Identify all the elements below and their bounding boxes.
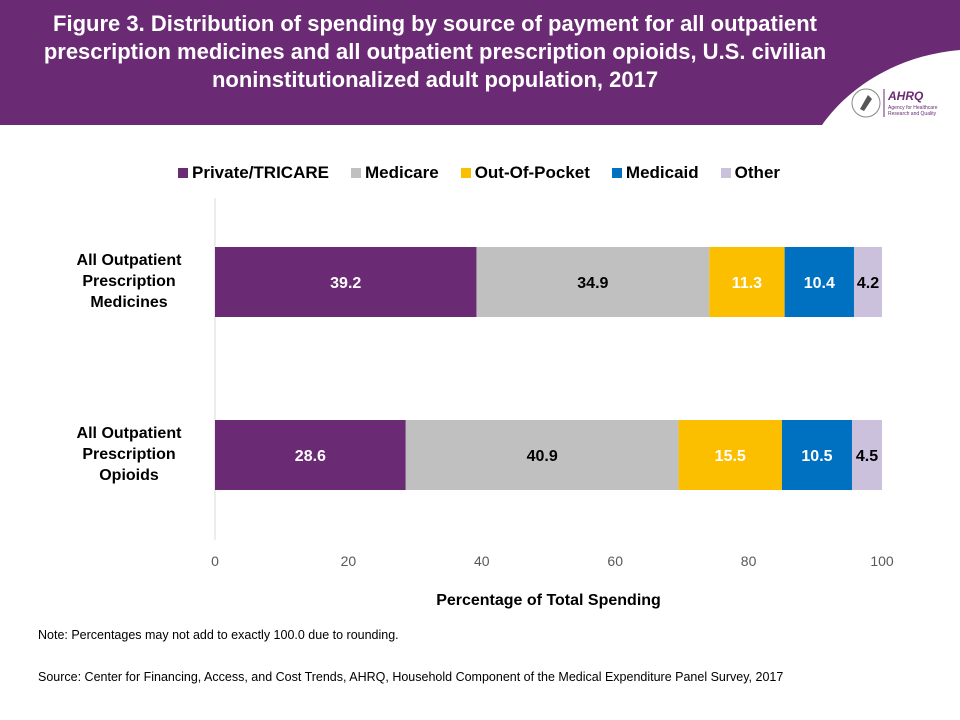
data-label: 11.3 xyxy=(732,275,762,292)
legend-item: Out-Of-Pocket xyxy=(460,163,590,183)
footnote: Note: Percentages may not add to exactly… xyxy=(38,628,399,642)
legend-label: Medicare xyxy=(364,163,439,182)
category-label-line: All Outpatient xyxy=(76,252,182,269)
bar-segment xyxy=(709,247,785,317)
category-label: All Outpatient Prescription Medicines xyxy=(64,250,194,313)
bar-segment xyxy=(678,420,782,490)
category-label-line: All Outpatient xyxy=(76,425,182,442)
data-label: 39.2 xyxy=(330,275,361,292)
page-title: Figure 3. Distribution of spending by so… xyxy=(43,11,827,92)
legend-label: Out-Of-Pocket xyxy=(474,163,590,182)
legend-label: Medicaid xyxy=(625,163,699,182)
x-axis-label: Percentage of Total Spending xyxy=(436,592,661,609)
category-label-line: Opioids xyxy=(99,467,159,484)
bar-segment xyxy=(405,420,679,490)
legend-item: Private/TRICARE xyxy=(178,163,329,183)
bar-segment xyxy=(781,420,852,490)
header-banner xyxy=(0,0,960,125)
category-label: All Outpatient Prescription Opioids xyxy=(64,423,194,486)
x-tick-label: 0 xyxy=(211,553,219,569)
legend-swatch xyxy=(178,168,188,178)
bar-segment xyxy=(476,247,710,317)
x-tick-label: 40 xyxy=(474,553,490,569)
legend-swatch xyxy=(720,168,731,178)
data-label: 15.5 xyxy=(715,448,746,465)
data-label: 10.4 xyxy=(804,275,835,292)
legend-item: Other xyxy=(720,163,781,183)
ahrq-logo: AHRQ Agency for Healthcare Research and … xyxy=(851,88,938,118)
svg-text:Research and Quality: Research and Quality xyxy=(888,111,937,117)
data-label: 40.9 xyxy=(527,448,558,465)
legend-swatch xyxy=(350,168,361,178)
svg-text:Agency for Healthcare: Agency for Healthcare xyxy=(888,105,938,111)
bar-segment xyxy=(851,420,882,490)
data-label: 4.5 xyxy=(856,448,878,465)
data-label: 10.5 xyxy=(801,448,832,465)
svg-text:AHRQ: AHRQ xyxy=(887,89,924,103)
source-note: Source: Center for Financing, Access, an… xyxy=(38,670,784,684)
x-tick-label: 80 xyxy=(741,553,757,569)
category-label-line: Medicines xyxy=(90,294,168,311)
data-label: 34.9 xyxy=(577,275,608,292)
legend-swatch xyxy=(460,168,471,178)
legend-item: Medicare xyxy=(350,163,439,183)
legend-label: Other xyxy=(734,163,781,182)
bar-segment xyxy=(784,247,854,317)
x-tick-label: 60 xyxy=(607,553,623,569)
chart-legend: Private/TRICARE Medicare Out-Of-Pocket Medi… xyxy=(178,163,802,183)
data-label: 4.2 xyxy=(857,275,879,292)
category-label-line: Prescription xyxy=(82,273,176,290)
legend-swatch xyxy=(611,168,622,178)
x-tick-label: 20 xyxy=(341,553,357,569)
bar-segment xyxy=(853,247,882,317)
legend-item: Medicaid xyxy=(611,163,699,183)
x-tick-label: 100 xyxy=(870,553,894,569)
data-label: 28.6 xyxy=(295,448,326,465)
category-label-line: Prescription xyxy=(82,446,176,463)
legend-label: Private/TRICARE xyxy=(192,163,329,182)
bar-segment xyxy=(215,247,477,317)
bar-segment xyxy=(215,420,406,490)
